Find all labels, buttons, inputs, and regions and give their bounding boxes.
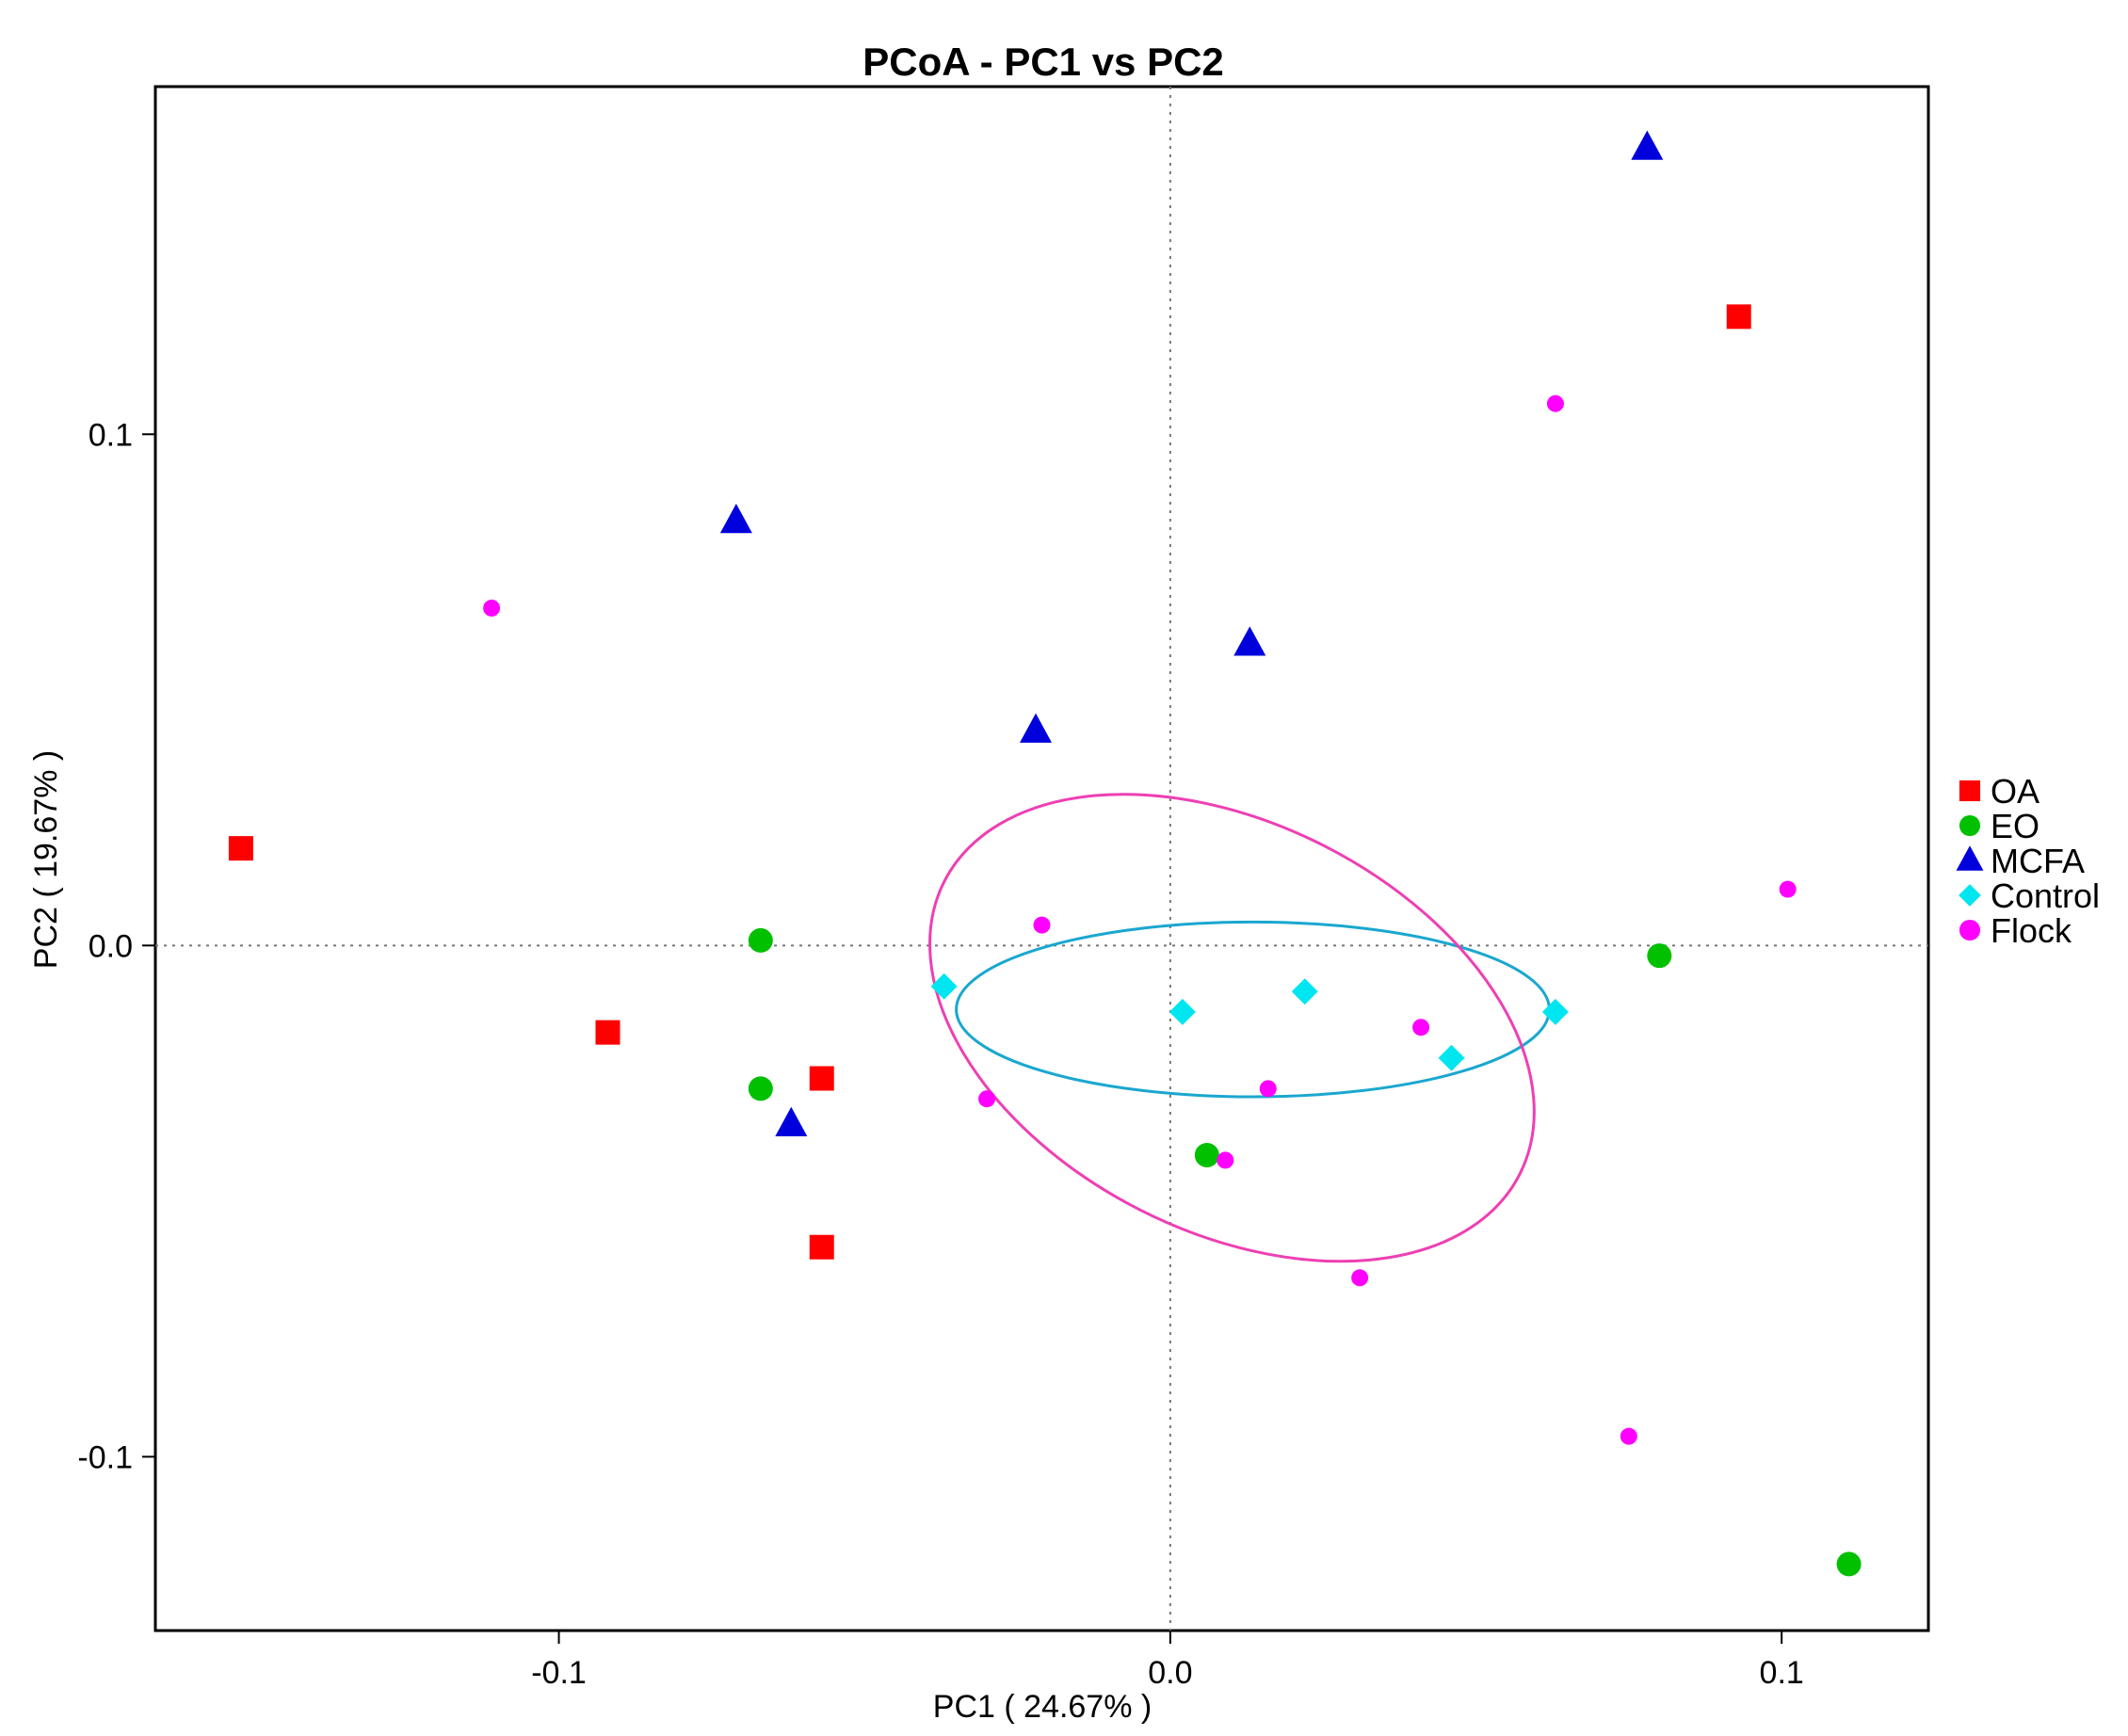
point-mcfa [719, 503, 752, 534]
data-points [228, 130, 1862, 1577]
point-control [1291, 978, 1318, 1005]
legend-label-mcfa: MCFA [1991, 842, 2085, 880]
point-oa [809, 1066, 834, 1091]
point-mcfa [1631, 130, 1664, 160]
confidence-ellipses [928, 793, 1551, 1263]
x-tick-label: -0.1 [531, 1655, 587, 1691]
legend-label-eo: EO [1991, 807, 2039, 845]
point-flock [1259, 1080, 1277, 1098]
plot-frame [153, 85, 1930, 1632]
point-mcfa [1233, 626, 1266, 656]
legend-marker-control [1959, 884, 1981, 907]
point-flock [1412, 1019, 1430, 1037]
point-eo [1194, 1142, 1219, 1167]
point-flock [1351, 1269, 1369, 1287]
point-mcfa [1020, 713, 1053, 743]
y-tick-label: 0.1 [89, 417, 133, 453]
point-flock [1779, 880, 1797, 898]
legend-marker-flock [1959, 919, 1981, 941]
legend-marker-eo [1959, 814, 1981, 837]
chart-title: PCoA - PC1 vs PC2 [862, 40, 1224, 84]
legend-label-control: Control [1991, 876, 2100, 915]
point-oa [809, 1234, 834, 1260]
reference-lines [155, 87, 1928, 1631]
point-eo [748, 1076, 773, 1101]
point-control [1541, 998, 1569, 1025]
point-flock [1620, 1427, 1637, 1445]
point-eo [1647, 943, 1672, 969]
legend-marker-oa [1959, 780, 1981, 802]
point-oa [1726, 304, 1751, 330]
point-oa [228, 836, 253, 861]
point-control [1169, 998, 1196, 1025]
point-mcfa [775, 1106, 808, 1136]
point-eo [748, 927, 773, 953]
ellipse-flock [928, 793, 1536, 1263]
x-axis-label: PC1 ( 24.67% ) [933, 1689, 1152, 1725]
point-flock [1217, 1151, 1234, 1169]
y-axis-ticks: -0.1 0.0 0.1 [77, 417, 155, 1475]
point-flock [483, 599, 501, 617]
point-control [1438, 1044, 1465, 1071]
point-flock [978, 1090, 996, 1108]
y-tick-label: -0.1 [77, 1439, 133, 1475]
x-axis-ticks: -0.1 0.0 0.1 [531, 1631, 1804, 1691]
point-oa [595, 1020, 621, 1045]
x-tick-label: 0.1 [1760, 1655, 1804, 1691]
point-flock [1033, 916, 1051, 934]
y-axis-label: PC2 ( 19.67% ) [28, 750, 64, 969]
legend-marker-mcfa [1956, 845, 1984, 871]
point-control [930, 972, 958, 1000]
x-tick-label: 0.0 [1148, 1655, 1192, 1691]
y-tick-label: 0.0 [89, 928, 133, 964]
legend-label-flock: Flock [1991, 911, 2072, 950]
point-eo [1836, 1551, 1862, 1577]
point-flock [1546, 394, 1564, 412]
legend-label-oa: OA [1991, 772, 2039, 811]
